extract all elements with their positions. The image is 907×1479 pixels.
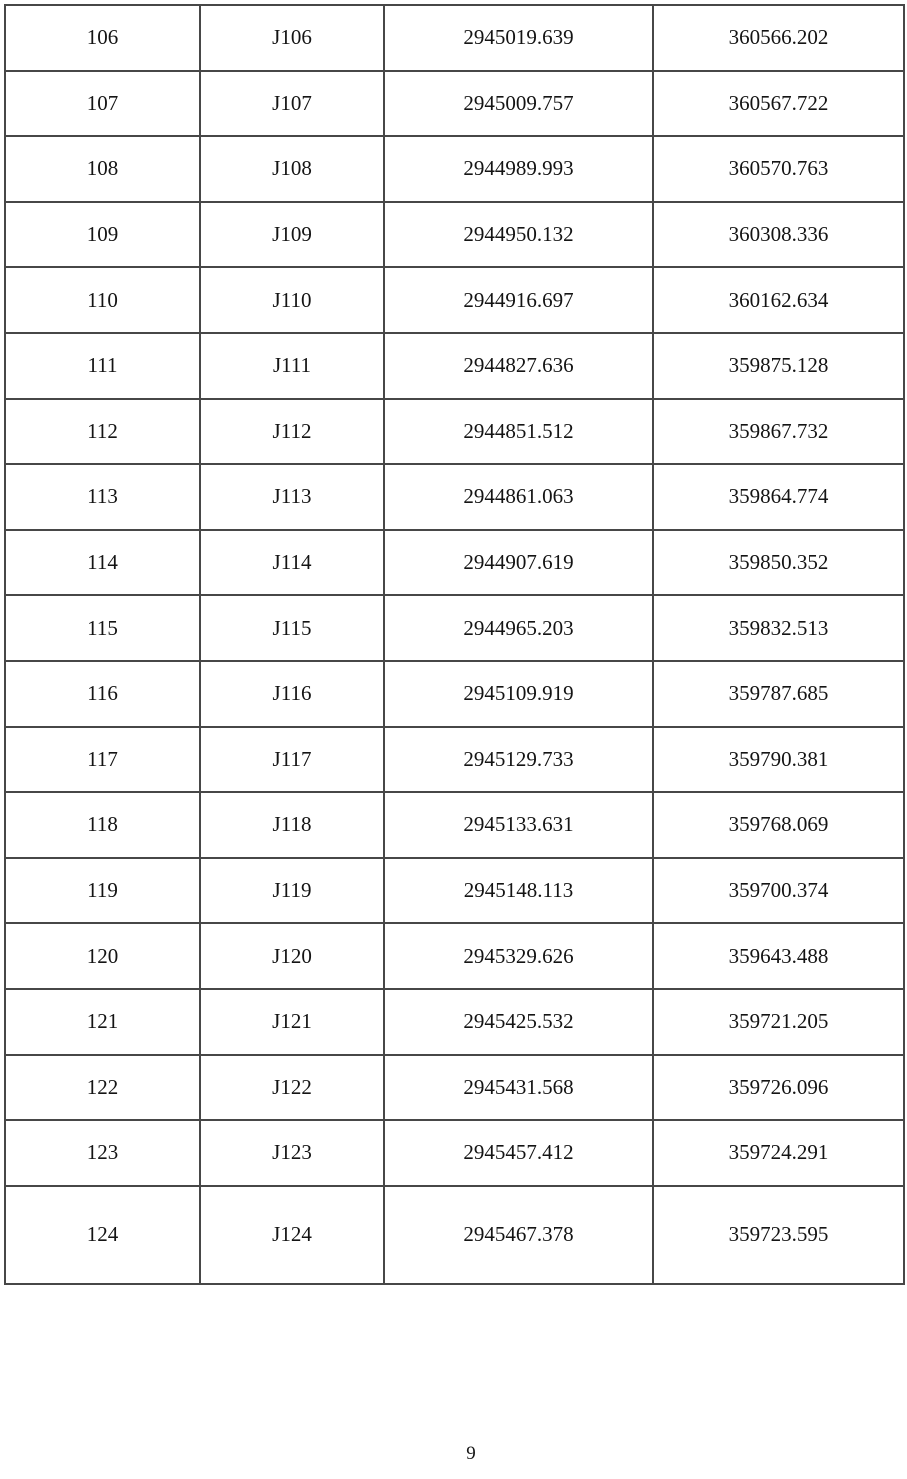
table-cell-y: 360308.336	[652, 200, 905, 269]
table-row: 107 J107 2945009.757 360567.722	[4, 69, 905, 138]
table-cell-id: J121	[199, 987, 385, 1056]
table-cell-y: 359724.291	[652, 1119, 905, 1187]
table-cell-y: 359700.374	[652, 856, 905, 925]
table-cell-id: J108	[199, 135, 385, 203]
table-row: 122 J122 2945431.568 359726.096	[4, 1053, 905, 1122]
table-cell-id: J114	[199, 528, 385, 597]
table-cell-x: 2945425.532	[383, 987, 654, 1056]
table-cell-x: 2944989.993	[383, 135, 654, 203]
table-cell-no: 112	[4, 397, 201, 466]
coordinate-table: 106 J106 2945019.639 360566.202 107 J107 29450…	[4, 4, 905, 1285]
table-row: 117 J117 2945129.733 359790.381	[4, 725, 905, 794]
table-cell-no: 107	[4, 69, 201, 138]
table-row: 124 J124 2945467.378 359723.595	[4, 1184, 905, 1285]
table-cell-no: 122	[4, 1053, 201, 1122]
table-cell-y: 359875.128	[652, 331, 905, 400]
table-cell-x: 2945457.412	[383, 1119, 654, 1187]
table-cell-id: J106	[199, 4, 385, 72]
table-cell-x: 2945009.757	[383, 69, 654, 138]
table-cell-no: 108	[4, 135, 201, 203]
table-row: 110 J110 2944916.697 360162.634	[4, 266, 905, 334]
table-cell-y: 359723.595	[652, 1184, 905, 1285]
table-cell-no: 115	[4, 594, 201, 662]
table-cell-x: 2945019.639	[383, 4, 654, 72]
table-row: 111 J111 2944827.636 359875.128	[4, 331, 905, 400]
table-cell-x: 2945329.626	[383, 922, 654, 990]
table-row: 109 J109 2944950.132 360308.336	[4, 200, 905, 269]
table-cell-id: J110	[199, 266, 385, 334]
table-cell-x: 2944965.203	[383, 594, 654, 662]
table-cell-x: 2945129.733	[383, 725, 654, 794]
table-row: 108 J108 2944989.993 360570.763	[4, 135, 905, 203]
table-cell-y: 359832.513	[652, 594, 905, 662]
table-cell-y: 359867.732	[652, 397, 905, 466]
table-cell-id: J116	[199, 659, 385, 728]
table-cell-no: 113	[4, 463, 201, 531]
table-cell-no: 111	[4, 331, 201, 400]
table-cell-id: J112	[199, 397, 385, 466]
table-cell-no: 120	[4, 922, 201, 990]
table-cell-no: 117	[4, 725, 201, 794]
table-cell-y: 359721.205	[652, 987, 905, 1056]
table-cell-no: 110	[4, 266, 201, 334]
table-cell-id: J120	[199, 922, 385, 990]
table-cell-id: J119	[199, 856, 385, 925]
table-cell-id: J111	[199, 331, 385, 400]
table-cell-y: 360162.634	[652, 266, 905, 334]
table-row: 112 J112 2944851.512 359867.732	[4, 397, 905, 466]
table-cell-id: J118	[199, 791, 385, 859]
table-row: 118 J118 2945133.631 359768.069	[4, 791, 905, 859]
table-cell-x: 2944827.636	[383, 331, 654, 400]
table-cell-x: 2945431.568	[383, 1053, 654, 1122]
table-row: 120 J120 2945329.626 359643.488	[4, 922, 905, 990]
table-cell-no: 123	[4, 1119, 201, 1187]
table-cell-y: 360570.763	[652, 135, 905, 203]
table-cell-y: 359768.069	[652, 791, 905, 859]
table-row: 115 J115 2944965.203 359832.513	[4, 594, 905, 662]
table-cell-y: 360566.202	[652, 4, 905, 72]
table-cell-y: 359787.685	[652, 659, 905, 728]
table-cell-x: 2945467.378	[383, 1184, 654, 1285]
table-cell-id: J124	[199, 1184, 385, 1285]
table-cell-x: 2944950.132	[383, 200, 654, 269]
table-cell-no: 116	[4, 659, 201, 728]
table-cell-id: J115	[199, 594, 385, 662]
table-cell-no: 118	[4, 791, 201, 859]
table-cell-x: 2944916.697	[383, 266, 654, 334]
table-cell-x: 2945109.919	[383, 659, 654, 728]
table-cell-x: 2945133.631	[383, 791, 654, 859]
table-cell-x: 2944851.512	[383, 397, 654, 466]
coordinate-table-body: 106 J106 2945019.639 360566.202 107 J107 29450…	[4, 4, 905, 1285]
table-cell-y: 359643.488	[652, 922, 905, 990]
table-cell-x: 2944907.619	[383, 528, 654, 597]
table-cell-x: 2945148.113	[383, 856, 654, 925]
table-row: 106 J106 2945019.639 360566.202	[4, 4, 905, 72]
table-row: 119 J119 2945148.113 359700.374	[4, 856, 905, 925]
table-row: 123 J123 2945457.412 359724.291	[4, 1119, 905, 1187]
table-row: 114 J114 2944907.619 359850.352	[4, 528, 905, 597]
table-cell-y: 360567.722	[652, 69, 905, 138]
table-cell-no: 121	[4, 987, 201, 1056]
table-row: 116 J116 2945109.919 359787.685	[4, 659, 905, 728]
table-cell-y: 359850.352	[652, 528, 905, 597]
table-cell-id: J109	[199, 200, 385, 269]
table-cell-no: 109	[4, 200, 201, 269]
table-cell-y: 359790.381	[652, 725, 905, 794]
table-cell-id: J122	[199, 1053, 385, 1122]
table-cell-y: 359726.096	[652, 1053, 905, 1122]
table-cell-no: 114	[4, 528, 201, 597]
table-cell-id: J107	[199, 69, 385, 138]
table-cell-id: J117	[199, 725, 385, 794]
table-cell-no: 124	[4, 1184, 201, 1285]
table-row: 113 J113 2944861.063 359864.774	[4, 463, 905, 531]
table-cell-id: J113	[199, 463, 385, 531]
table-row: 121 J121 2945425.532 359721.205	[4, 987, 905, 1056]
table-cell-id: J123	[199, 1119, 385, 1187]
table-cell-no: 106	[4, 4, 201, 72]
table-cell-y: 359864.774	[652, 463, 905, 531]
table-cell-x: 2944861.063	[383, 463, 654, 531]
page-number: 9	[466, 1443, 476, 1464]
table-cell-no: 119	[4, 856, 201, 925]
